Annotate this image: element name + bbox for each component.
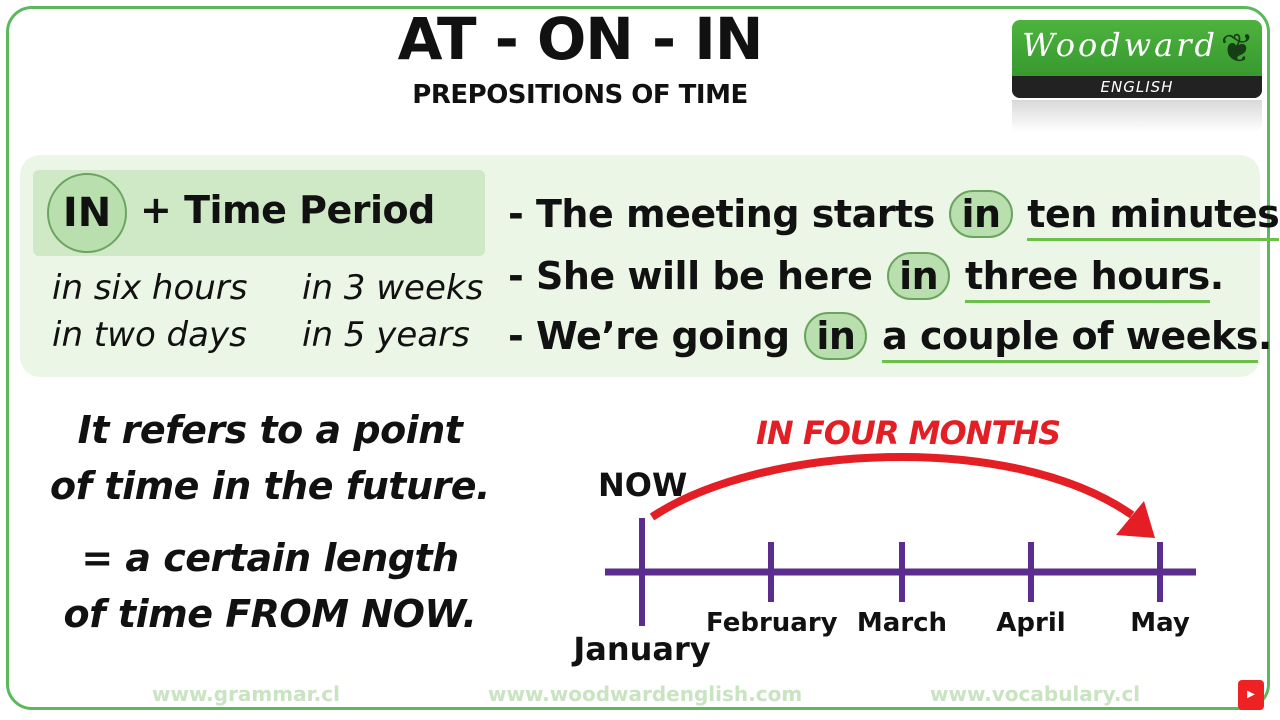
description-line: = a certain length: [81, 536, 459, 580]
time-phrase: ten minutes: [1027, 192, 1280, 241]
example-item: in 3 weeks: [302, 268, 484, 308]
example-sentence: - She will be here in three hours.: [508, 252, 1224, 303]
description-line: It refers to a point: [77, 408, 463, 452]
description-line: of time in the future.: [50, 464, 490, 508]
logo-brand: Woodward: [1022, 26, 1218, 64]
month-label-april: April: [996, 608, 1066, 638]
slide-frame: [6, 6, 1270, 710]
time-phrase: a couple of weeks: [882, 314, 1258, 363]
month-label-february: February: [706, 608, 838, 638]
example-item: in 5 years: [302, 315, 470, 355]
month-label-january: January: [573, 630, 711, 668]
sentence-end: .: [1209, 254, 1224, 298]
page-title: AT - ON - IN: [397, 5, 764, 73]
footer-link-grammar[interactable]: www.grammar.cl: [152, 682, 340, 706]
example-item: in two days: [52, 315, 247, 355]
sentence-text: - She will be here: [508, 254, 873, 298]
month-label-may: May: [1130, 608, 1190, 638]
sentence-end: .: [1257, 314, 1272, 358]
sentence-text: - We’re going: [508, 314, 790, 358]
description-second: = a certain length of time FROM NOW.: [40, 530, 500, 642]
month-label-march: March: [856, 608, 948, 638]
sentence-text: - The meeting starts: [508, 192, 935, 236]
youtube-subscribe-icon[interactable]: ▶: [1238, 680, 1264, 710]
preposition-chip: in: [804, 312, 868, 360]
arrow-head-icon: [1116, 501, 1155, 538]
logo-tagline: ENGLISH: [1012, 76, 1262, 98]
woodward-logo: Woodward ❦ ENGLISH: [1012, 20, 1262, 98]
timeline-caption: IN FOUR MONTHS: [756, 414, 1061, 452]
fern-icon: ❦: [1220, 26, 1254, 72]
description-line: of time FROM NOW.: [63, 592, 477, 636]
preposition-circle: IN: [47, 173, 127, 253]
footer-link-vocabulary[interactable]: www.vocabulary.cl: [930, 682, 1141, 706]
example-sentence: - We’re going in a couple of weeks.: [508, 312, 1272, 363]
rule-label: + Time Period: [140, 188, 435, 232]
now-label: NOW: [598, 466, 688, 504]
logo-reflection: [1012, 100, 1262, 132]
preposition-chip: in: [949, 190, 1013, 238]
example-item: in six hours: [52, 268, 248, 308]
example-sentence: - The meeting starts in ten minutes.: [508, 190, 1280, 241]
footer-link-woodward[interactable]: www.woodwardenglish.com: [488, 682, 803, 706]
page-subtitle: PREPOSITIONS OF TIME: [412, 80, 748, 110]
time-phrase: three hours: [964, 254, 1210, 303]
arrow-curve: [649, 452, 1135, 521]
preposition-chip: in: [887, 252, 951, 300]
description-first: It refers to a point of time in the futu…: [40, 402, 500, 514]
